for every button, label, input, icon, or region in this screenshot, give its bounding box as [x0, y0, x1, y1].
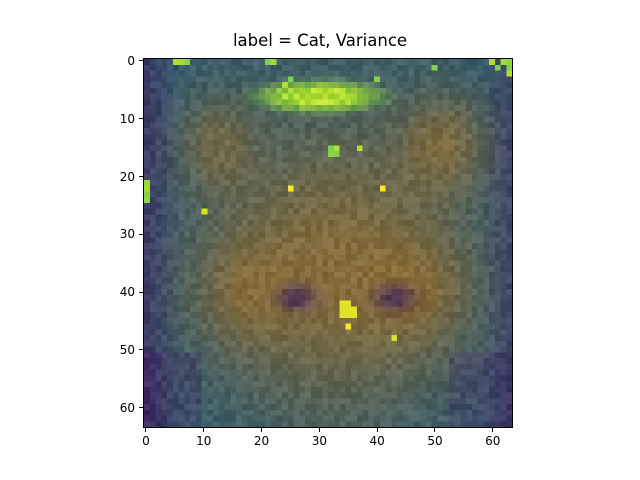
x-tick-mark — [145, 428, 147, 432]
x-tick-mark — [203, 428, 205, 432]
heatmap-image — [144, 59, 512, 427]
x-tick-mark — [261, 428, 263, 432]
x-tick-mark — [492, 428, 494, 432]
x-tick-label: 40 — [369, 434, 385, 448]
y-tick-mark — [139, 118, 143, 120]
y-tick-label: 30 — [119, 227, 135, 242]
x-tick-label: 60 — [485, 434, 501, 448]
plot-area — [143, 58, 513, 428]
chart-title: label = Cat, Variance — [232, 31, 408, 50]
y-tick-mark — [139, 291, 143, 293]
y-tick-label: 0 — [127, 53, 135, 68]
x-tick-label: 50 — [427, 434, 443, 448]
y-tick-label: 40 — [119, 285, 135, 300]
y-tick-mark — [139, 176, 143, 178]
y-tick-label: 50 — [119, 342, 135, 357]
x-tick-label: 0 — [142, 434, 150, 448]
y-tick-label: 10 — [119, 111, 135, 126]
x-tick-label: 20 — [253, 434, 270, 448]
y-tick-label: 60 — [119, 400, 135, 415]
y-tick-mark — [139, 407, 143, 409]
x-tick-mark — [434, 428, 436, 432]
x-tick-mark — [376, 428, 378, 432]
x-tick-mark — [318, 428, 320, 432]
y-tick-label: 20 — [119, 169, 135, 184]
y-tick-mark — [139, 233, 143, 235]
x-tick-label: 30 — [311, 434, 327, 448]
y-tick-mark — [139, 349, 143, 351]
y-tick-mark — [139, 60, 143, 62]
x-tick-label: 10 — [196, 434, 212, 448]
